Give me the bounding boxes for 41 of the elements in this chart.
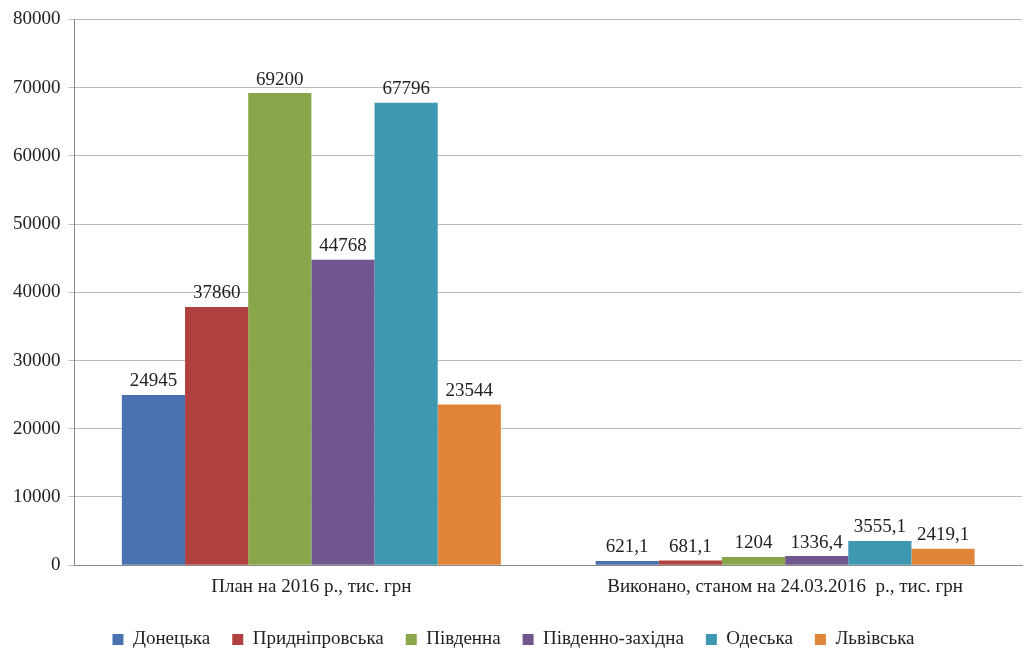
data-label: 37860: [192, 281, 241, 303]
bar: [848, 540, 912, 565]
y-tick-label: 10000: [13, 484, 61, 506]
data-label: 69200: [256, 67, 304, 89]
x-tick-label: План на 2016 р., тис. грн: [211, 574, 412, 596]
legend-label: Південно-західна: [543, 627, 685, 649]
bar: [437, 404, 501, 565]
y-tick-label: 80000: [13, 7, 61, 29]
y-tick-label: 70000: [13, 75, 61, 97]
data-label: 1204: [734, 531, 774, 553]
bar: [911, 548, 975, 565]
data-label: 67796: [382, 77, 430, 99]
y-tick-label: 0: [51, 553, 61, 575]
data-label: 1336,4: [790, 530, 844, 552]
bar: [374, 102, 438, 565]
data-label: 3555,1: [853, 515, 906, 537]
legend-label: Південна: [426, 627, 502, 649]
data-label: 681,1: [669, 535, 712, 557]
bar: [658, 560, 722, 565]
bar: [595, 560, 659, 565]
bar: [185, 306, 249, 565]
legend-label: Придніпровська: [252, 627, 385, 649]
data-label: 621,1: [605, 535, 649, 557]
data-label: 23544: [445, 379, 494, 401]
y-tick-label: 30000: [13, 348, 61, 370]
legend-label: Донецька: [132, 627, 211, 649]
bar: [785, 556, 849, 565]
data-label: 44768: [319, 234, 367, 256]
data-label: 2419,1: [916, 523, 970, 545]
legend-label: Одеська: [726, 627, 794, 649]
bar: [248, 93, 312, 565]
y-tick-label: 40000: [13, 280, 61, 302]
x-tick-label: Виконано, станом на 24.03.2016 р., тис. грн: [607, 574, 964, 596]
y-tick-label: 20000: [13, 416, 61, 438]
y-tick-label: 60000: [13, 143, 61, 165]
bar: [311, 259, 375, 565]
legend-label: Львівська: [835, 627, 916, 649]
bar: [121, 395, 186, 565]
bar: [721, 556, 786, 565]
data-label: 24945: [129, 369, 178, 391]
y-tick-label: 50000: [13, 212, 61, 234]
